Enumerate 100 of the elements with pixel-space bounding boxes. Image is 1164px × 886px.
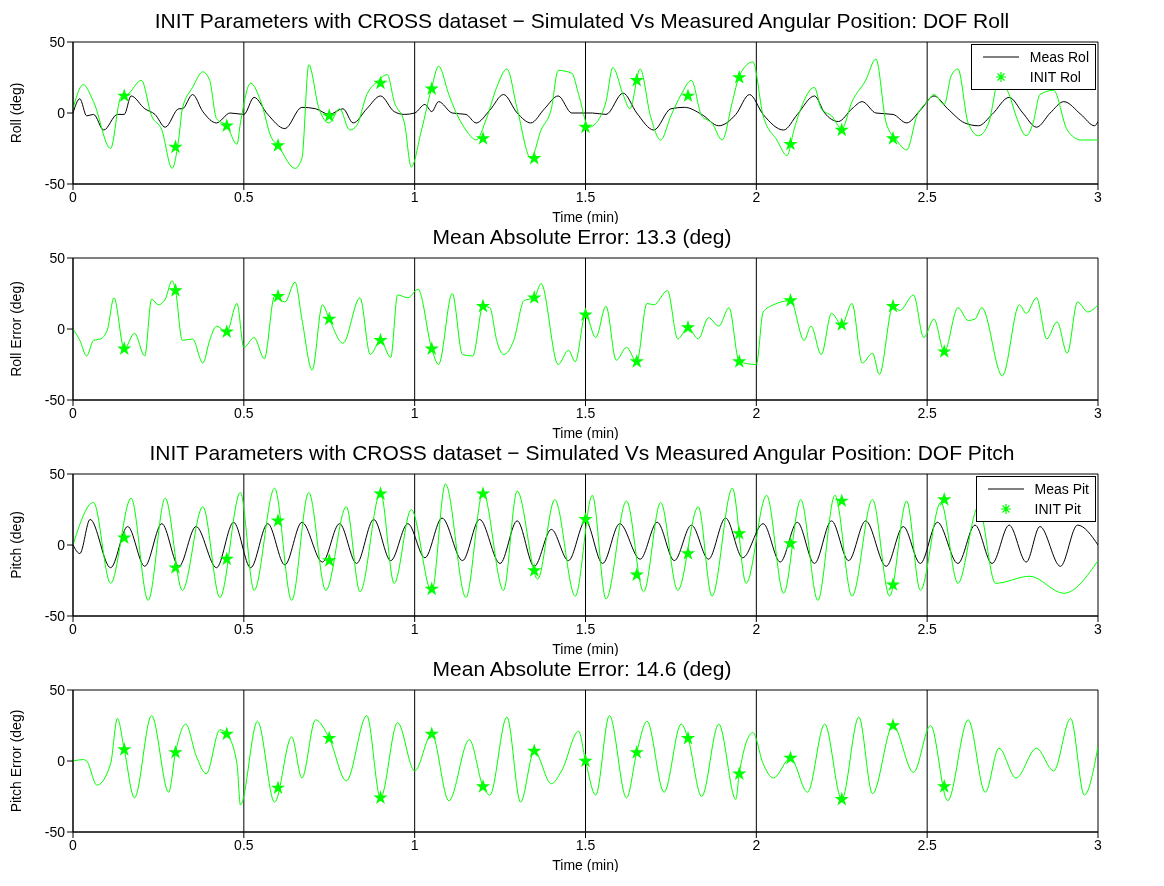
x-tick-label: 1.5	[575, 404, 596, 421]
point	[885, 298, 901, 313]
point	[783, 536, 798, 550]
point	[373, 790, 388, 805]
point	[937, 492, 952, 506]
x-axis-title: Time (min)	[552, 857, 619, 873]
x-tick-label: 2.5	[917, 188, 938, 205]
point	[424, 581, 439, 596]
y-axis-title: Roll Error (deg)	[7, 281, 24, 377]
x-tick-label: 3	[1094, 404, 1103, 421]
point	[885, 717, 901, 732]
x-tick-label: 3	[1094, 620, 1103, 637]
point	[629, 567, 644, 581]
legend-label: Meas Pit	[1034, 481, 1089, 497]
x-tick-label: 0.5	[234, 620, 254, 637]
point	[527, 563, 542, 577]
point	[732, 526, 747, 540]
point	[373, 75, 388, 90]
point	[117, 742, 132, 756]
x-tick-label: 1.5	[575, 188, 596, 205]
point	[475, 486, 491, 500]
point	[834, 317, 849, 331]
point	[475, 298, 491, 313]
point	[270, 138, 286, 152]
chart-title: Mean Absolute Error: 13.3 (deg)	[431, 224, 733, 250]
point	[937, 344, 952, 358]
point	[322, 311, 337, 326]
point	[783, 750, 798, 765]
y-tick-label: -50	[44, 823, 66, 840]
point	[885, 577, 901, 591]
point	[270, 513, 286, 527]
y-tick-label: -50	[44, 391, 66, 408]
x-tick-label: 0.5	[234, 836, 254, 853]
point	[219, 118, 234, 132]
point	[834, 493, 849, 508]
x-tick-label: 0.5	[234, 188, 254, 205]
point	[322, 553, 337, 567]
point	[373, 486, 388, 500]
x-tick-label: 2	[752, 188, 761, 205]
point	[117, 88, 132, 103]
point	[373, 332, 388, 347]
y-tick-label: 0	[57, 104, 66, 121]
y-tick-label: 0	[57, 320, 66, 337]
x-tick-label: 1	[410, 620, 419, 637]
x-tick-label: 2	[752, 404, 761, 421]
x-tick-label: 2.5	[917, 620, 938, 637]
point	[168, 744, 183, 759]
point	[322, 730, 337, 745]
point	[168, 560, 183, 574]
point	[732, 69, 747, 84]
point	[475, 779, 491, 793]
point	[424, 341, 439, 355]
x-tick-label: 3	[1094, 188, 1103, 205]
point	[219, 726, 234, 741]
point	[322, 108, 337, 122]
x-tick-label: 2.5	[917, 836, 938, 853]
point	[732, 354, 747, 368]
x-tick-label: 0	[69, 404, 78, 421]
y-tick-label: 50	[49, 465, 66, 482]
point	[885, 131, 901, 145]
point	[424, 81, 439, 95]
point	[783, 136, 798, 151]
legend-label: INIT Pit	[1034, 501, 1081, 517]
point	[270, 288, 286, 303]
x-tick-label: 2.5	[917, 404, 938, 421]
point	[783, 293, 798, 307]
x-tick-label: 2	[752, 836, 761, 853]
point	[527, 150, 542, 165]
legend-label: INIT Rol	[1029, 69, 1081, 85]
point	[629, 354, 644, 368]
point	[834, 791, 849, 806]
x-tick-label: 1	[410, 188, 419, 205]
x-tick-label: 2	[752, 620, 761, 637]
point	[680, 545, 696, 560]
chart-title: Mean Absolute Error: 14.6 (deg)	[431, 656, 733, 682]
point	[629, 744, 644, 759]
point	[680, 88, 696, 103]
x-tick-label: 1.5	[575, 836, 596, 853]
point	[117, 341, 132, 355]
y-axis-title: Roll (deg)	[7, 82, 24, 144]
x-axis-title: Time (min)	[552, 641, 619, 657]
x-tick-label: 1	[410, 836, 419, 853]
point	[680, 320, 696, 334]
y-tick-label: -50	[44, 175, 66, 192]
chart-title: INIT Parameters with CROSS dataset − Simulated Vs Measured Angular Position: DOF Roll	[153, 8, 1011, 34]
x-tick-label: 0.5	[234, 404, 254, 421]
line-series	[73, 715, 1098, 806]
point	[629, 72, 644, 87]
x-tick-label: 1.5	[575, 620, 596, 637]
point	[168, 139, 183, 154]
point	[680, 730, 696, 745]
point	[937, 779, 952, 793]
y-tick-label: 50	[49, 681, 66, 698]
y-axis-title: Pitch (deg)	[7, 511, 24, 579]
point	[168, 283, 183, 297]
point	[578, 119, 593, 134]
x-axis-title: Time (min)	[552, 209, 619, 225]
y-tick-label: 0	[57, 752, 66, 769]
point	[219, 551, 234, 566]
point	[732, 766, 747, 780]
